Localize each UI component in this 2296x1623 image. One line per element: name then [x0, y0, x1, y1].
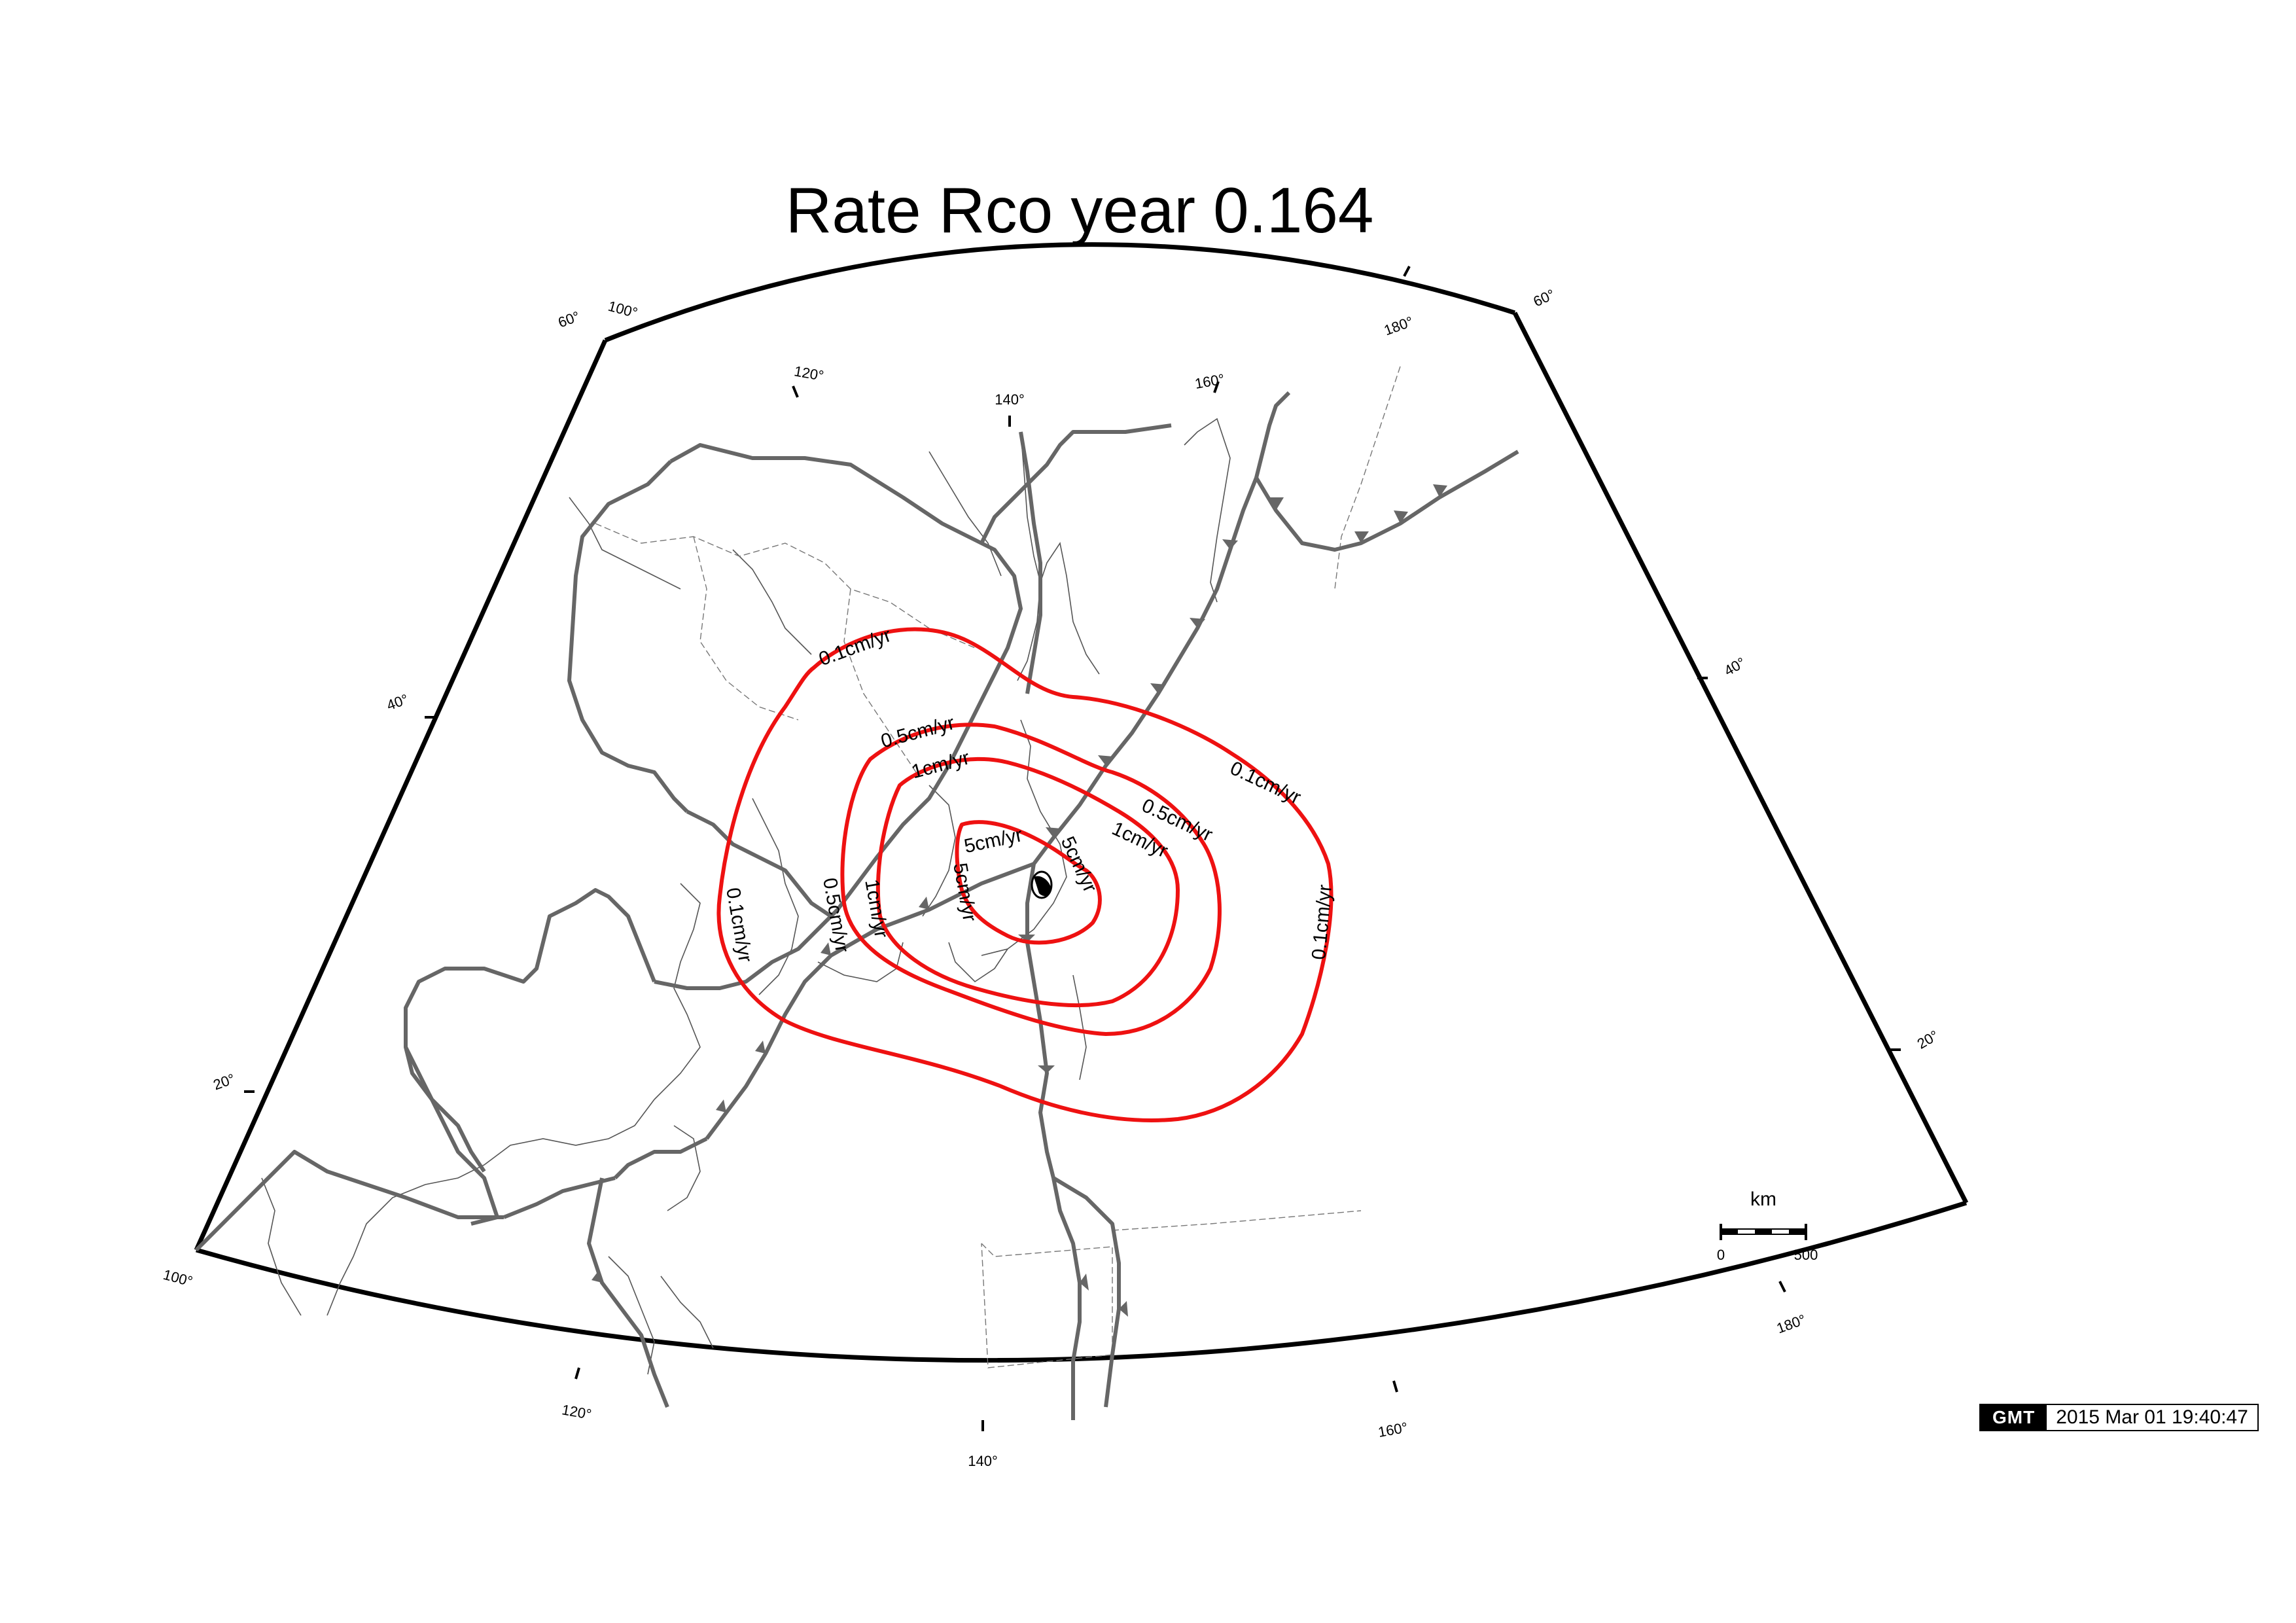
timestamp-text: 2015 Mar 01 19:40:47 — [2056, 1406, 2248, 1428]
contour-label-5-right: 5cm/yr — [1057, 833, 1101, 896]
top-lon-label-180: 180° — [1382, 313, 1415, 338]
top-lon-label-140: 140° — [995, 391, 1025, 408]
contour-label-5-left: 5cm/yr — [949, 861, 980, 923]
bottom-lon-label-120: 120° — [561, 1401, 593, 1423]
right-lat-label-20: 20° — [1915, 1027, 1941, 1052]
scale-min: 0 — [1717, 1247, 1725, 1263]
scale-bar: km 0 500 — [1717, 1188, 1818, 1263]
top-lon-label-160: 160° — [1193, 370, 1226, 392]
top-lon-label-100: 100° — [607, 298, 639, 321]
contour-label-5-top: 5cm/yr — [963, 824, 1025, 857]
right-lat-label-60: 60° — [1530, 286, 1557, 310]
scale-max: 500 — [1794, 1247, 1818, 1263]
map-title: Rate Rco year 0.164 — [786, 174, 1374, 246]
coastlines — [261, 418, 1231, 1375]
left-lat-label-20: 20° — [211, 1071, 238, 1094]
contour-label-0.5-top: 0.5cm/yr — [879, 712, 957, 753]
contour-label-0.1-top: 0.1cm/yr — [816, 624, 894, 670]
trench-teeth — [592, 484, 1447, 1317]
borders — [595, 366, 1401, 1368]
focal-mechanism-icon — [1031, 870, 1053, 899]
left-lat-label-40: 40° — [385, 691, 411, 714]
bottom-lon-label-100: 100° — [162, 1266, 194, 1290]
graticule-labels: 100° 120° 140° 160° 180° 100° 120° 140° … — [162, 286, 1941, 1469]
bottom-lon-label-140: 140° — [968, 1453, 998, 1469]
contour-0.5 — [840, 722, 1222, 1036]
scale-unit: km — [1750, 1188, 1776, 1210]
contour-label-0.1-far-right: 0.1cm/yr — [1308, 883, 1336, 960]
right-lat-label-40: 40° — [1722, 654, 1748, 679]
left-lat-label-60: 60° — [556, 308, 582, 331]
contour-label-0.1-right: 0.1cm/yr — [1227, 757, 1304, 809]
gmt-timestamp: GMT 2015 Mar 01 19:40:47 — [1979, 1404, 2259, 1431]
contour-1 — [875, 757, 1180, 1008]
gmt-logo: GMT — [1981, 1405, 2047, 1430]
contour-label-1-left: 1cm/yr — [860, 878, 892, 939]
map-frame — [194, 242, 1969, 1431]
top-lon-label-120: 120° — [793, 363, 825, 384]
contour-lines — [716, 627, 1333, 1122]
contour-0.1 — [716, 627, 1333, 1122]
bottom-lon-label-160: 160° — [1377, 1419, 1409, 1440]
bottom-lon-label-180: 180° — [1775, 1311, 1808, 1336]
contour-5 — [955, 820, 1102, 945]
